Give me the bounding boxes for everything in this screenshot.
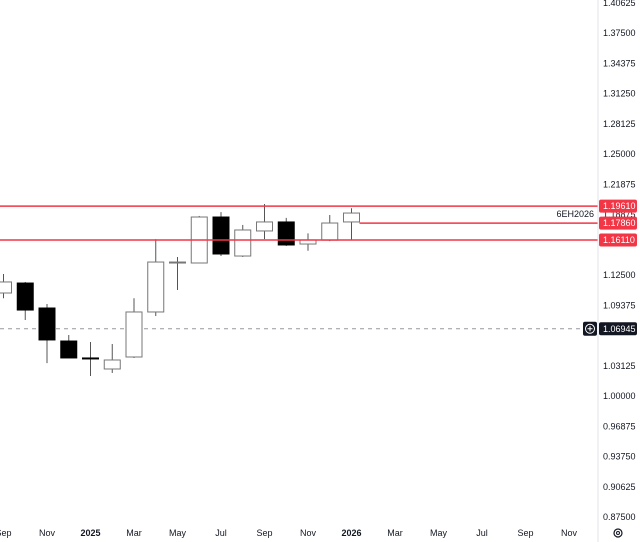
- price-axis[interactable]: 1.40625 1.37500 1.34375 1.31250 1.28125 1.250…: [583, 0, 637, 522]
- level-price-tag: [599, 216, 637, 230]
- candle: [125, 298, 143, 358]
- candle: [103, 344, 121, 373]
- time-tick-label: Nov: [561, 528, 578, 538]
- time-tick-label: Nov: [300, 528, 317, 538]
- price-tick-label: 1.34375: [603, 58, 636, 68]
- level-price-tag: [599, 199, 637, 213]
- time-axis[interactable]: Sep Nov 2025 Mar May Jul Sep Nov 2026 Mar May Jul Se…: [0, 528, 577, 538]
- time-tick-label: Jul: [215, 528, 227, 538]
- candle-body: [169, 261, 186, 264]
- price-tick-label: 1.28125: [603, 119, 636, 129]
- price-tick-label: 0.96875: [603, 421, 636, 431]
- level-price-label: 1.17860: [603, 218, 636, 228]
- price-tick-label: 1.03125: [603, 361, 636, 371]
- time-tick-label: May: [430, 528, 448, 538]
- candle-body: [125, 311, 143, 358]
- time-tick-label: Sep: [0, 528, 12, 538]
- candle-body: [234, 229, 252, 257]
- plot-area: [0, 204, 598, 376]
- symbol-label: 6EH2026: [556, 209, 594, 219]
- crosshair-price-label: 1.06945: [603, 324, 636, 334]
- time-tick-label: May: [169, 528, 187, 538]
- candle-body: [60, 340, 78, 359]
- candle-body: [343, 212, 360, 223]
- price-tick-label: 0.93750: [603, 452, 636, 462]
- candle: [60, 335, 78, 359]
- candle: [234, 224, 252, 257]
- crosshair-price-tag: [599, 322, 637, 336]
- level-price-label: 1.16110: [603, 235, 635, 245]
- candle-body: [147, 261, 165, 313]
- candle: [212, 212, 230, 257]
- candle-body: [212, 216, 230, 255]
- price-tick-label: 1.25000: [603, 149, 636, 159]
- level-price-label: 1.19610: [603, 201, 636, 211]
- price-tick-label: 1.40625: [603, 0, 636, 8]
- candle-body: [256, 221, 273, 232]
- price-tick-label: 1.12500: [603, 270, 636, 280]
- candle: [16, 281, 34, 321]
- candle: [169, 256, 186, 291]
- price-tick-label: 0.90625: [603, 482, 636, 492]
- candle: [147, 239, 165, 317]
- time-tick-label: Mar: [126, 528, 142, 538]
- time-tick-label: Jul: [476, 528, 488, 538]
- level-price-tag: [599, 233, 637, 247]
- time-tick-label: Nov: [39, 528, 56, 538]
- settings-gear-icon[interactable]: [613, 528, 623, 538]
- price-tick-label: 1.21875: [603, 179, 636, 189]
- candle-body: [0, 281, 12, 294]
- price-tick-label: 1.00000: [603, 391, 636, 401]
- candle: [0, 274, 12, 299]
- time-tick-label: Sep: [517, 528, 533, 538]
- candle-body: [277, 221, 295, 246]
- plus-circle: [585, 323, 595, 334]
- candle-body: [16, 282, 34, 311]
- candle: [256, 204, 273, 240]
- candle-body: [103, 359, 121, 370]
- candle: [38, 304, 56, 364]
- price-tick-label: 1.37500: [603, 28, 636, 38]
- plus-glyph: [587, 326, 593, 332]
- time-tick-label: 2025: [80, 528, 100, 538]
- price-tick-label: 1.31250: [603, 89, 636, 99]
- candle-body: [38, 307, 56, 341]
- price-tick-label: 1.09375: [603, 300, 636, 310]
- candle-body: [82, 357, 99, 360]
- candle: [277, 217, 295, 246]
- candle: [299, 233, 317, 251]
- candle: [321, 214, 339, 242]
- time-tick-label: Mar: [387, 528, 403, 538]
- time-tick-label: Sep: [256, 528, 272, 538]
- candle: [343, 208, 360, 241]
- price-tick-label: 0.87500: [603, 512, 636, 522]
- price-tick-label: 1.18875: [603, 210, 636, 220]
- candle-body: [321, 222, 339, 241]
- add-alert-plus-icon[interactable]: [583, 321, 597, 336]
- candle: [82, 341, 99, 376]
- time-tick-label: 2026: [341, 528, 361, 538]
